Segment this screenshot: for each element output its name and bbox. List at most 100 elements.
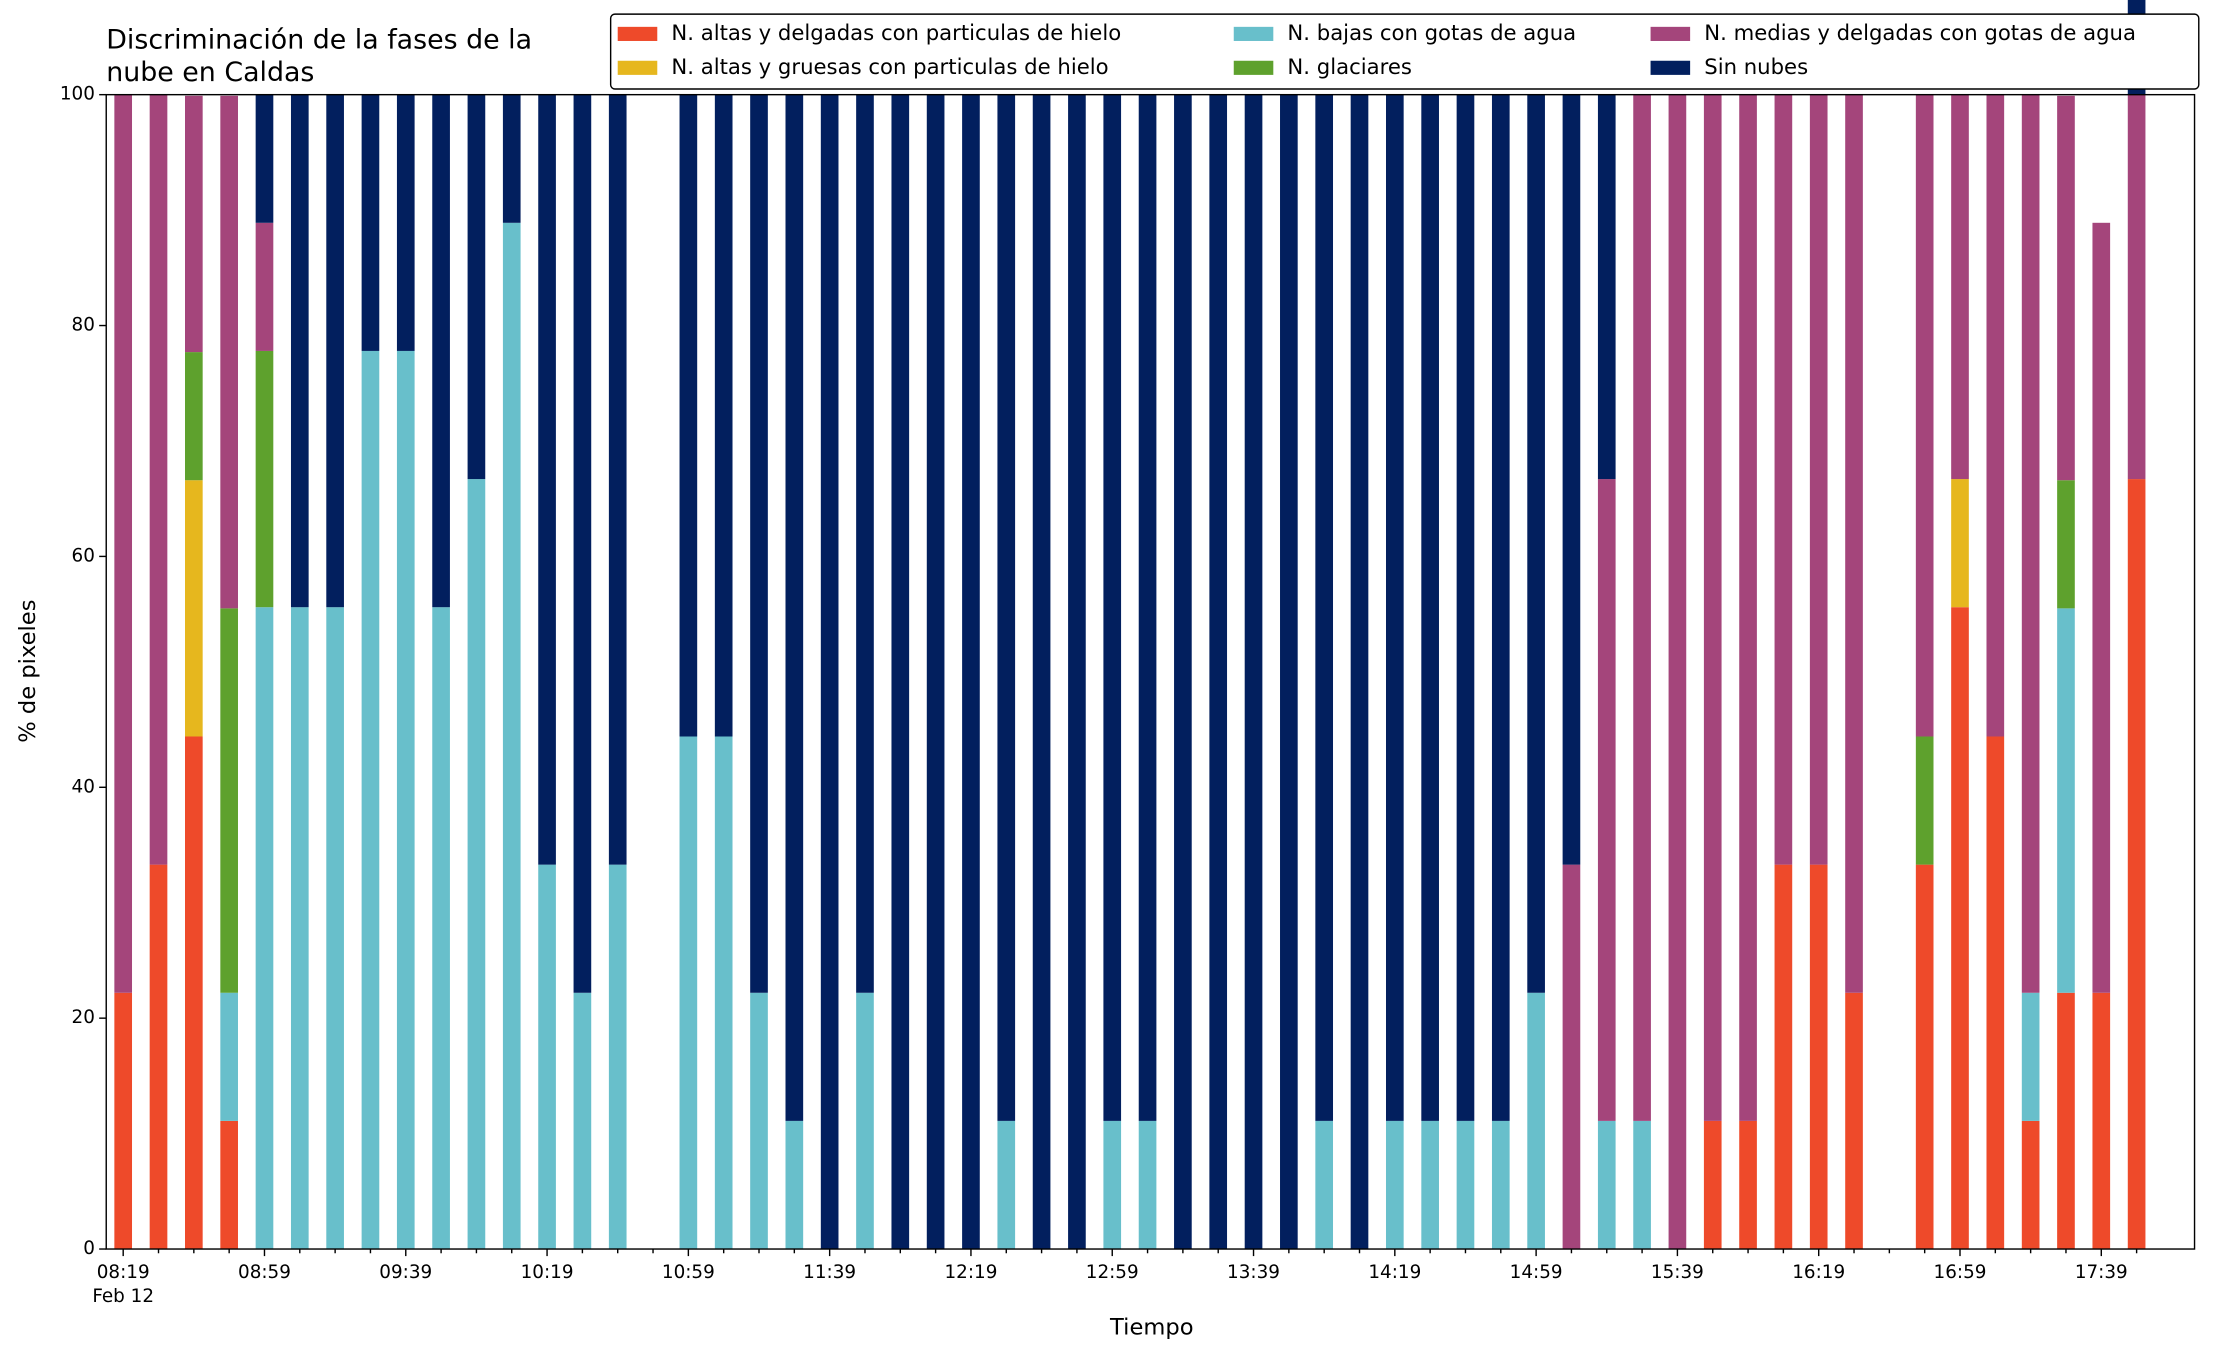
bar-segment	[2021, 1120, 2040, 1250]
bar-segment	[185, 352, 203, 481]
legend-swatch	[617, 60, 658, 75]
bar-segment	[114, 992, 133, 1250]
x-tick-label: 17:39	[2075, 1262, 2128, 1283]
bar-segment	[1385, 1120, 1404, 1250]
bar-segment	[1491, 94, 1510, 1121]
x-tick-label: 10:19	[521, 1262, 574, 1283]
bar-segment	[1951, 479, 1969, 608]
bar-segment	[1739, 1120, 1757, 1250]
bar-segment	[1951, 607, 1969, 1250]
y-tick-label: 100	[60, 84, 95, 105]
legend-swatch	[617, 26, 658, 41]
x-tick-label: 08:59	[238, 1262, 291, 1283]
x-axis-label: Tiempo	[1109, 1315, 1193, 1341]
bar-segment	[1845, 94, 1863, 993]
bar-segment	[255, 607, 274, 1250]
bar-segment	[856, 94, 874, 993]
bar-segment	[1774, 94, 1793, 865]
bar-segment	[432, 94, 450, 608]
legend-label: N. medias y delgadas con gotas de agua	[1704, 20, 2136, 45]
legend-label: N. glaciares	[1287, 54, 1411, 79]
chart-title: nube en Caldas	[106, 57, 314, 88]
bar-segment	[1597, 479, 1616, 1121]
bar-segment	[432, 607, 450, 1250]
legend-swatch	[1650, 26, 1691, 41]
bar-segment	[1915, 736, 1934, 865]
bar-segment	[502, 94, 521, 223]
bar-segment	[891, 94, 910, 1250]
bar-segment	[255, 222, 274, 351]
bar-segment	[1315, 1120, 1334, 1250]
x-tick-label: 16:59	[1934, 1262, 1987, 1283]
x-tick-label: 14:19	[1368, 1262, 1421, 1283]
bar-segment	[2127, 94, 2146, 480]
bar-segment	[2021, 94, 2040, 993]
bar-segment	[185, 95, 203, 353]
bar-segment	[467, 94, 486, 480]
bar-segment	[290, 607, 309, 1250]
bar-segment	[573, 94, 592, 993]
bar-segment	[1138, 94, 1157, 1121]
bar-segment	[1986, 94, 2005, 737]
bar-segment	[1315, 94, 1334, 1121]
bar-segment	[361, 94, 380, 351]
bar-segment	[2092, 222, 2111, 993]
bar-segment	[679, 736, 698, 1250]
x-tick-label: 12:59	[1086, 1262, 1139, 1283]
x-tick-label: 10:59	[662, 1262, 715, 1283]
bar-segment	[1103, 94, 1122, 1121]
bar-segment	[1174, 94, 1192, 1250]
y-axis-label: % de pixeles	[15, 600, 41, 743]
bar-segment	[538, 864, 556, 1250]
legend-swatch	[1233, 26, 1274, 41]
bar-segment	[2057, 95, 2075, 481]
bar-segment	[2057, 480, 2075, 609]
bar-segment	[149, 94, 168, 865]
bar-segment	[608, 94, 627, 865]
x-tick-label: 14:59	[1510, 1262, 1563, 1283]
bar-segment	[361, 350, 380, 1250]
legend-label: N. bajas con gotas de agua	[1287, 20, 1576, 45]
bar-segment	[467, 479, 486, 1250]
bar-segment	[608, 864, 627, 1250]
bar-segment	[714, 94, 733, 737]
y-tick-label: 60	[72, 545, 95, 566]
bar-segment	[1562, 94, 1581, 865]
bar-segment	[1421, 1120, 1439, 1250]
x-tick-label: 09:39	[379, 1262, 432, 1283]
bar-segment	[1527, 94, 1545, 993]
bar-segment	[396, 350, 415, 1250]
bar-segment	[220, 992, 238, 1121]
bar-segment	[220, 1120, 238, 1250]
y-tick-label: 20	[72, 1007, 95, 1028]
bar-segment	[1350, 94, 1369, 1250]
bar-segment	[1809, 94, 1828, 865]
bar-segment	[679, 94, 698, 737]
bar-segment	[1703, 94, 1722, 1121]
bar-segment	[1562, 864, 1581, 1250]
bar-segment	[2092, 992, 2111, 1250]
bar-segment	[255, 94, 274, 223]
bar-segment	[997, 94, 1016, 1121]
bar-segment	[1597, 94, 1616, 480]
bar-segment	[149, 864, 168, 1250]
bar-segment	[1774, 864, 1793, 1250]
bar-segment	[326, 94, 344, 608]
bar-segment	[290, 94, 309, 608]
bar-segment	[1491, 1120, 1510, 1250]
legend-swatch	[1650, 60, 1691, 75]
bar-segment	[1456, 1120, 1475, 1250]
bar-segment	[1597, 1120, 1616, 1250]
bar-segment	[396, 94, 415, 351]
legend-label: Sin nubes	[1704, 54, 1808, 79]
bar-segment	[1138, 1120, 1157, 1250]
bar-segment	[1703, 1120, 1722, 1250]
bar-segment	[926, 94, 945, 1250]
bar-segment	[1385, 94, 1404, 1121]
bar-segment	[714, 736, 733, 1250]
bar-segment	[1421, 94, 1439, 1121]
bar-segment	[1633, 1120, 1651, 1250]
bar-segment	[2127, 479, 2146, 1250]
bar-segment	[1032, 94, 1051, 1250]
